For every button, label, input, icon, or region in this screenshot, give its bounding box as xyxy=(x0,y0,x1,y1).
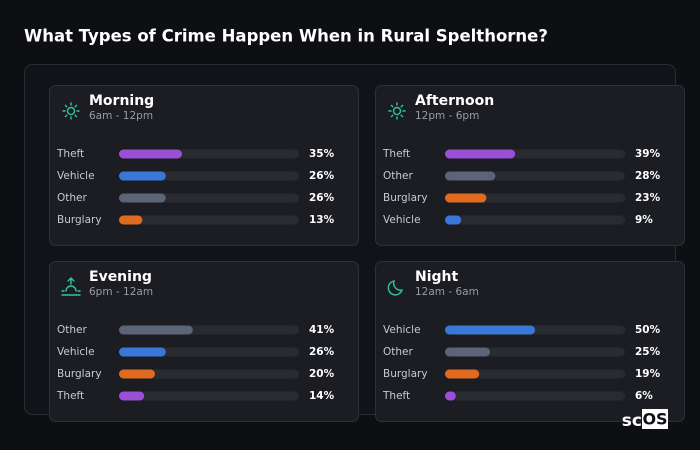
category-label: Vehicle xyxy=(57,170,95,182)
panel-title: Morning xyxy=(89,93,154,109)
bar-track xyxy=(445,215,625,225)
value-label: 35% xyxy=(309,148,335,160)
page-title: What Types of Crime Happen When in Rural… xyxy=(24,27,548,46)
category-label: Burglary xyxy=(383,368,428,380)
logo-os: OS xyxy=(642,410,667,429)
logo-sc: sc xyxy=(622,411,642,431)
category-label: Theft xyxy=(382,148,410,160)
sun-icon xyxy=(62,102,80,120)
value-label: 13% xyxy=(309,214,335,226)
value-label: 50% xyxy=(635,324,661,336)
value-label: 23% xyxy=(635,192,661,204)
bar xyxy=(445,325,535,335)
bar xyxy=(445,369,480,379)
bar xyxy=(119,391,145,401)
panel-card xyxy=(49,261,359,422)
bar xyxy=(119,347,166,357)
panel-card xyxy=(375,85,685,246)
panel-card xyxy=(375,261,685,422)
category-label: Burglary xyxy=(383,192,428,204)
panel-subtitle: 12pm - 6pm xyxy=(415,110,479,122)
moon-icon xyxy=(387,280,404,296)
bar-track xyxy=(119,391,299,401)
bar xyxy=(445,347,490,357)
value-label: 39% xyxy=(635,148,661,160)
category-label: Other xyxy=(57,324,87,336)
value-label: 14% xyxy=(309,390,335,402)
category-label: Other xyxy=(383,170,413,182)
category-label: Vehicle xyxy=(383,324,421,336)
value-label: 41% xyxy=(309,324,335,336)
bar-track xyxy=(119,215,299,225)
value-label: 28% xyxy=(635,170,661,182)
panel-title: Night xyxy=(415,269,459,285)
bar xyxy=(119,149,182,159)
category-label: Vehicle xyxy=(57,346,95,358)
panel-subtitle: 6pm - 12am xyxy=(89,286,153,298)
bar xyxy=(119,171,166,181)
category-label: Burglary xyxy=(57,368,102,380)
value-label: 26% xyxy=(309,346,335,358)
bar xyxy=(445,193,487,203)
bar-track xyxy=(445,391,625,401)
category-label: Other xyxy=(57,192,87,204)
sun-icon xyxy=(388,102,406,120)
category-label: Theft xyxy=(382,390,410,402)
category-label: Theft xyxy=(56,390,84,402)
bar xyxy=(119,325,193,335)
value-label: 9% xyxy=(635,214,653,226)
bar xyxy=(119,215,143,225)
bar xyxy=(445,391,456,401)
panel-subtitle: 6am - 12pm xyxy=(89,110,153,122)
bar-track xyxy=(445,369,625,379)
value-label: 6% xyxy=(635,390,653,402)
sunrise-icon xyxy=(61,277,81,296)
bar xyxy=(119,369,155,379)
bar-track xyxy=(445,193,625,203)
value-label: 26% xyxy=(309,192,335,204)
panel-title: Evening xyxy=(89,269,152,285)
bar xyxy=(445,149,516,159)
category-label: Vehicle xyxy=(383,214,421,226)
panel-card xyxy=(49,85,359,246)
bar xyxy=(119,193,166,203)
category-label: Burglary xyxy=(57,214,102,226)
category-label: Other xyxy=(383,346,413,358)
bar xyxy=(445,171,496,181)
bar-track xyxy=(119,369,299,379)
panel-subtitle: 12am - 6am xyxy=(415,286,479,298)
bar xyxy=(445,215,462,225)
logo-box xyxy=(642,409,668,429)
bar-track xyxy=(445,347,625,357)
category-label: Theft xyxy=(56,148,84,160)
value-label: 26% xyxy=(309,170,335,182)
value-label: 19% xyxy=(635,368,661,380)
panel-title: Afternoon xyxy=(415,93,494,109)
value-label: 20% xyxy=(309,368,335,380)
value-label: 25% xyxy=(635,346,661,358)
